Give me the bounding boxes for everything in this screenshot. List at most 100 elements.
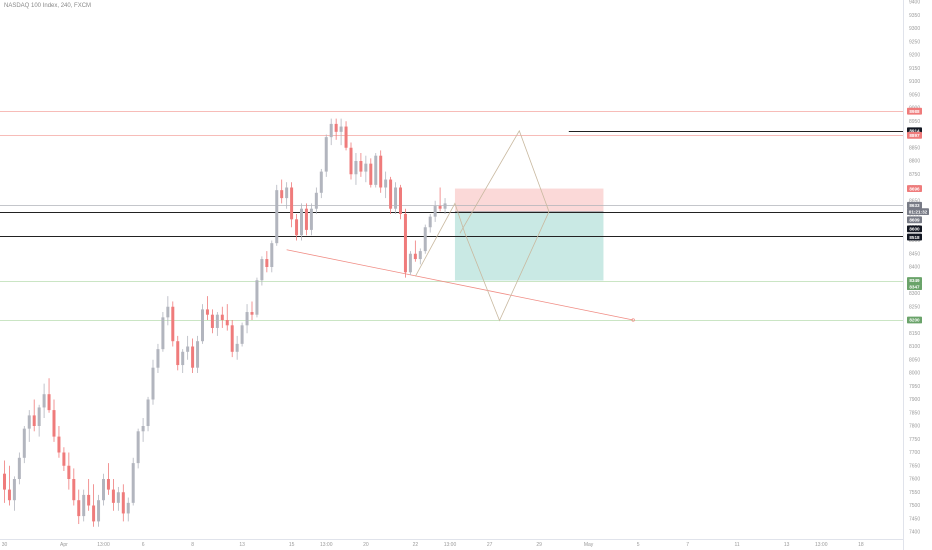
candle [156, 343, 160, 373]
price-badge-text: 8897 [909, 133, 920, 138]
candle [359, 153, 363, 177]
candle-body [275, 190, 279, 244]
price-badge: 8633 [907, 201, 922, 209]
time-tick-label: 13 [239, 542, 245, 548]
price-tick-label: 7500 [909, 503, 920, 509]
price-badge-text: 8633 [909, 203, 920, 208]
price-axis[interactable]: 7400 7450 7500 7550 7600 7650 7700 7750 7800 7850… [909, 0, 920, 536]
candle-body [250, 312, 254, 315]
price-badge-bg [907, 201, 922, 209]
candle-body [151, 367, 155, 400]
time-axis[interactable]: 30 Apr 13:00 6 8 13 15 13:00 20 22 13:00 27 29 May 5 7 1… [2, 542, 864, 548]
price-badge: 01:21:32 [907, 208, 929, 216]
time-tick-label: Apr [60, 542, 68, 548]
price-badge-bg [907, 283, 922, 291]
candle [92, 484, 96, 527]
candle-body [384, 179, 388, 188]
candle [255, 277, 259, 318]
price-badge: 8349 [907, 277, 922, 284]
candle-body [210, 314, 214, 328]
candle-body [121, 492, 125, 514]
candle [394, 182, 398, 214]
candle-body [92, 505, 96, 522]
candle-body [359, 161, 363, 172]
candle-body [196, 341, 200, 368]
candle [196, 335, 200, 373]
candle-body [17, 457, 21, 479]
price-badge-bg [907, 185, 922, 192]
candle-body [171, 306, 175, 342]
candle [260, 256, 264, 286]
price-badge-text: 8609 [909, 218, 920, 223]
time-tick-label: 13:00 [320, 542, 333, 548]
candle-body [116, 492, 120, 503]
candle [57, 426, 61, 458]
candle-body [82, 494, 86, 517]
candle [171, 301, 175, 347]
price-tick-label: 7550 [909, 490, 920, 496]
candle-body [408, 253, 412, 273]
price-tick-label: 7600 [909, 477, 920, 483]
candle-body [67, 465, 71, 479]
candle-body [369, 163, 373, 185]
price-badge-bg [907, 225, 922, 233]
candle [418, 248, 422, 265]
candle-body [245, 312, 249, 326]
candle [72, 468, 76, 506]
candle-body [364, 163, 368, 172]
candle-body [191, 346, 195, 368]
price-tick-label: 9200 [909, 53, 920, 59]
candle [121, 484, 125, 522]
price-badge: 8609 [907, 216, 922, 224]
candle-body [304, 208, 308, 230]
price-badge: 8988 [907, 107, 922, 115]
candle-body [344, 126, 348, 148]
candle-body [52, 410, 56, 437]
candle-body [215, 314, 219, 328]
price-badge-bg [907, 208, 929, 216]
candle-body [181, 351, 185, 366]
candle [408, 251, 412, 275]
candle-body [309, 208, 313, 230]
candle-body [329, 123, 333, 138]
price-badge-text: 8349 [909, 278, 920, 283]
candle [181, 349, 185, 373]
candle-body [102, 479, 105, 501]
candle [349, 142, 353, 180]
price-tick-label: 8250 [909, 304, 920, 310]
time-tick-label: 13:00 [444, 542, 457, 548]
candle-body [389, 179, 393, 209]
time-tick-label: 18 [858, 542, 864, 548]
candle-body [7, 489, 11, 501]
candle [77, 489, 81, 525]
candle [141, 418, 145, 442]
candle [7, 465, 11, 506]
candle [245, 304, 249, 334]
price-tick-label: 7750 [909, 437, 920, 443]
candle-body [354, 161, 358, 175]
candle [37, 404, 41, 437]
candle [201, 304, 204, 344]
candle [265, 251, 269, 273]
candle [191, 338, 195, 373]
candle-body [290, 187, 294, 220]
candle-body [433, 206, 437, 217]
candle-body [62, 452, 66, 466]
candle-body [27, 415, 31, 429]
time-tick-label: 13:00 [815, 542, 828, 548]
candle [136, 428, 140, 469]
candle [389, 176, 393, 214]
projection-path [415, 129, 550, 322]
candle [384, 171, 388, 199]
candle-body [403, 214, 407, 273]
candle [235, 335, 239, 360]
candle-body [280, 190, 284, 199]
candle [102, 473, 105, 506]
candle-body [12, 479, 16, 501]
candle [354, 153, 358, 185]
price-tick-label: 7700 [909, 450, 920, 456]
candle [62, 447, 66, 472]
candle-body [87, 494, 91, 506]
candle-body [235, 343, 239, 352]
